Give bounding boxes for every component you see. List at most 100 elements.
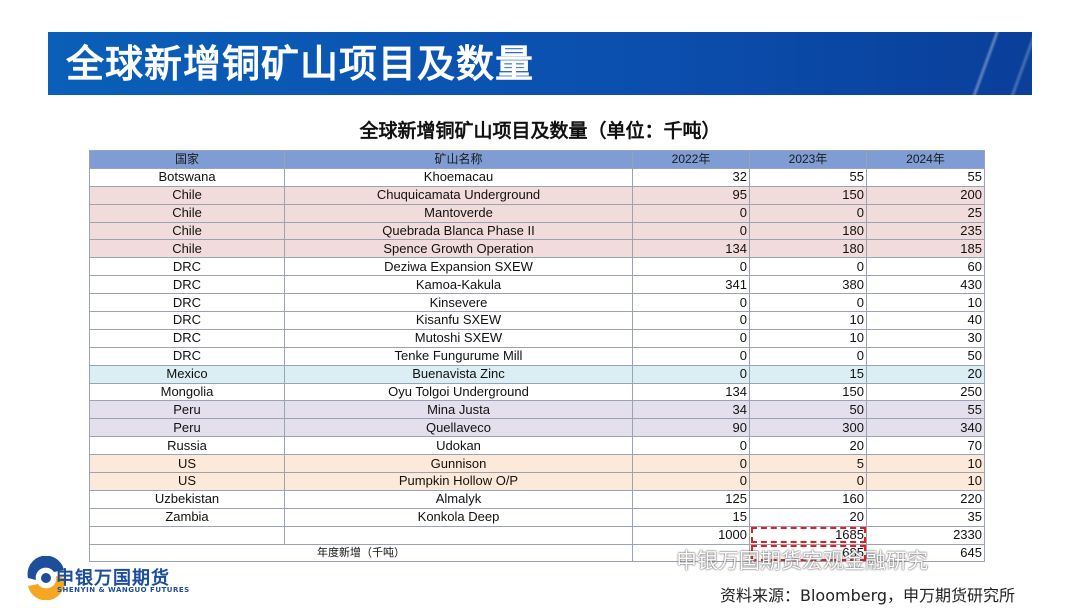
value-2024-cell: 235 (866, 221, 985, 241)
value-2022-cell: 15 (632, 507, 750, 527)
value-2024-cell: 10 (866, 454, 985, 474)
country-cell: Peru (89, 418, 285, 438)
table-row: US Gunnison 0 5 10 (89, 454, 985, 474)
value-2024-cell: 430 (866, 275, 985, 295)
value-2024-cell: 35 (866, 507, 985, 527)
title-banner: 全球新增铜矿山项目及数量 (48, 32, 1032, 95)
value-2024-cell: 250 (866, 382, 985, 402)
country-cell: Mexico (89, 364, 285, 384)
country-cell: DRC (89, 257, 285, 277)
table-row: Chile Spence Growth Operation 134 180 185 (89, 239, 985, 259)
mine-name-cell: Chuquicamata Underground (284, 185, 633, 205)
country-cell: Botswana (89, 167, 285, 187)
value-2022-cell: 0 (632, 436, 750, 456)
total-2024-cell: 2330 (866, 525, 985, 545)
value-2022-cell: 0 (632, 328, 750, 348)
value-2024-cell: 40 (866, 311, 985, 330)
country-cell: DRC (89, 293, 285, 313)
header-mine: 矿山名称 (284, 150, 633, 169)
value-2023-cell: 150 (749, 185, 867, 205)
country-cell: DRC (89, 328, 285, 348)
table-header-row: 国家 矿山名称 2022年 2023年 2024年 (89, 150, 985, 169)
mine-name-cell: Buenavista Zinc (284, 364, 633, 384)
country-cell: DRC (89, 275, 285, 295)
mine-name-cell: Mantoverde (284, 203, 633, 223)
logo-english-name: SHENYIN & WANGUO FUTURES (57, 586, 190, 594)
table-row: DRC Mutoshi SXEW 0 10 30 (89, 328, 985, 348)
table-row: Mexico Buenavista Zinc 0 15 20 (89, 364, 985, 384)
value-2022-cell: 0 (632, 293, 750, 313)
value-2023-cell: 0 (749, 346, 867, 366)
annual-new-2023-cell: 685 (749, 543, 867, 563)
table-row: DRC Kinsevere 0 0 10 (89, 293, 985, 313)
table-row: DRC Kamoa-Kakula 341 380 430 (89, 275, 985, 295)
value-2022-cell: 90 (632, 418, 750, 438)
value-2023-cell: 5 (749, 454, 867, 474)
value-2023-cell: 10 (749, 311, 867, 330)
totals-blank-country (89, 525, 285, 545)
country-cell: Chile (89, 185, 285, 205)
value-2022-cell: 134 (632, 239, 750, 259)
country-cell: Mongolia (89, 382, 285, 402)
mine-name-cell: Kisanfu SXEW (284, 311, 633, 330)
country-cell: DRC (89, 311, 285, 330)
country-cell: Chile (89, 203, 285, 223)
value-2024-cell: 340 (866, 418, 985, 438)
value-2024-cell: 185 (866, 239, 985, 259)
header-country: 国家 (89, 150, 285, 169)
value-2022-cell: 0 (632, 257, 750, 277)
value-2022-cell: 341 (632, 275, 750, 295)
country-cell: DRC (89, 346, 285, 366)
country-cell: Russia (89, 436, 285, 456)
value-2023-cell: 180 (749, 221, 867, 241)
mine-name-cell: Kinsevere (284, 293, 633, 313)
value-2024-cell: 50 (866, 346, 985, 366)
value-2024-cell: 60 (866, 257, 985, 277)
mine-name-cell: Oyu Tolgoi Underground (284, 382, 633, 402)
table-row: Peru Quellaveco 90 300 340 (89, 418, 985, 438)
table-row: Uzbekistan Almalyk 125 160 220 (89, 489, 985, 509)
mine-name-cell: Deziwa Expansion SXEW (284, 257, 633, 277)
table-row: Russia Udokan 0 20 70 (89, 436, 985, 456)
value-2022-cell: 0 (632, 346, 750, 366)
table-row: US Pumpkin Hollow O/P 0 0 10 (89, 472, 985, 491)
header-2022: 2022年 (632, 150, 750, 169)
value-2023-cell: 55 (749, 167, 867, 187)
table-row: Zambia Konkola Deep 15 20 35 (89, 507, 985, 527)
mine-name-cell: Kamoa-Kakula (284, 275, 633, 295)
value-2024-cell: 20 (866, 364, 985, 384)
banner-decoration (952, 32, 1032, 95)
country-cell: Chile (89, 239, 285, 259)
table-title: 全球新增铜矿山项目及数量（单位：千吨） (359, 120, 721, 142)
table-row: DRC Tenke Fungurume Mill 0 0 50 (89, 346, 985, 366)
logo-chinese-name: 申银万国期货 (56, 568, 170, 589)
country-cell: US (89, 454, 285, 474)
mine-name-cell: Tenke Fungurume Mill (284, 346, 633, 366)
mine-name-cell: Khoemacau (284, 167, 633, 187)
value-2022-cell: 0 (632, 454, 750, 474)
value-2023-cell: 0 (749, 293, 867, 313)
value-2024-cell: 30 (866, 328, 985, 348)
value-2022-cell: 0 (632, 472, 750, 491)
value-2023-cell: 50 (749, 400, 867, 420)
country-cell: Zambia (89, 507, 285, 527)
mine-name-cell: Mina Justa (284, 400, 633, 420)
value-2023-cell: 15 (749, 364, 867, 384)
value-2023-cell: 160 (749, 489, 867, 509)
table-row: Mongolia Oyu Tolgoi Underground 134 150 250 (89, 382, 985, 402)
value-2022-cell: 125 (632, 489, 750, 509)
wechat-watermark: 申银万国期货宏观金融研究 (676, 549, 928, 573)
country-cell: Chile (89, 221, 285, 241)
value-2022-cell: 0 (632, 364, 750, 384)
value-2023-cell: 180 (749, 239, 867, 259)
value-2024-cell: 10 (866, 472, 985, 491)
shenyin-wanguo-logo (27, 556, 65, 600)
value-2023-cell: 20 (749, 507, 867, 527)
country-cell: Peru (89, 400, 285, 420)
total-2022-cell: 1000 (632, 525, 750, 545)
header-2024: 2024年 (866, 150, 985, 169)
mine-projects-table: 国家 矿山名称 2022年 2023年 2024年 Botswana Khoema… (89, 150, 985, 563)
value-2023-cell: 20 (749, 436, 867, 456)
totals-row: 1000 1685 2330 (89, 525, 985, 545)
table-row: Chile Mantoverde 0 0 25 (89, 203, 985, 223)
